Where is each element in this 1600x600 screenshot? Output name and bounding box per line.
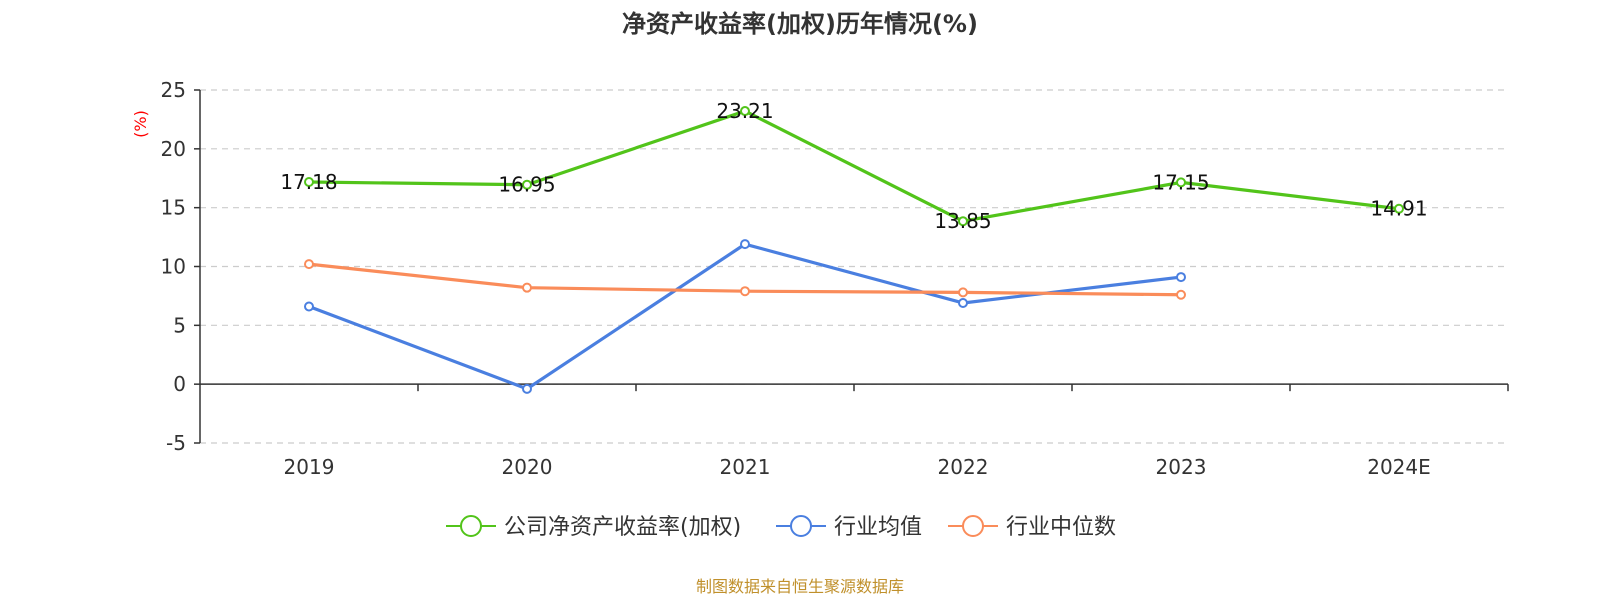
data-source-note: 制图数据来自恒生聚源数据库 bbox=[696, 577, 904, 596]
data-point[interactable] bbox=[1176, 289, 1186, 300]
data-label: 14.91 bbox=[1370, 197, 1427, 221]
data-point[interactable] bbox=[1394, 203, 1404, 214]
legend-label: 公司净资产收益率(加权) bbox=[504, 515, 741, 540]
legend[interactable]: 公司净资产收益率(加权) 行业均值 行业中位数 bbox=[446, 515, 1116, 540]
series-line bbox=[308, 242, 1182, 391]
x-tick-label: 2024E bbox=[1367, 455, 1431, 479]
grid-lines bbox=[194, 89, 1508, 444]
data-label: 17.15 bbox=[1152, 170, 1209, 194]
legend-swatch-marker bbox=[790, 515, 812, 537]
data-point[interactable] bbox=[522, 179, 532, 190]
data-label: 13.85 bbox=[934, 209, 991, 233]
y-tick-label: 20 bbox=[161, 137, 186, 161]
series-1 bbox=[304, 239, 1186, 394]
data-point[interactable] bbox=[958, 287, 968, 298]
data-point[interactable] bbox=[304, 259, 314, 270]
y-tick-label: 5 bbox=[173, 313, 186, 337]
data-point[interactable] bbox=[740, 286, 750, 297]
series-line bbox=[308, 109, 1400, 223]
data-point[interactable] bbox=[304, 301, 314, 312]
series-2 bbox=[304, 259, 1186, 300]
data-point[interactable] bbox=[522, 282, 532, 293]
legend-item[interactable]: 行业中位数 bbox=[948, 515, 1116, 540]
y-tick-label: -5 bbox=[166, 431, 186, 455]
data-point[interactable] bbox=[304, 177, 314, 188]
data-point[interactable] bbox=[1176, 272, 1186, 283]
data-label: 16.95 bbox=[498, 173, 555, 197]
data-point[interactable] bbox=[740, 239, 750, 250]
y-tick-label: 25 bbox=[161, 78, 186, 102]
legend-swatch-marker bbox=[460, 515, 482, 537]
chart-title: 净资产收益率(加权)历年情况(%) bbox=[622, 10, 978, 38]
data-point[interactable] bbox=[1176, 177, 1186, 188]
y-tick-labels: 25 20 15 10 5 0 -5 bbox=[161, 78, 186, 455]
axes bbox=[199, 90, 1509, 443]
legend-item[interactable]: 行业均值 bbox=[776, 515, 922, 540]
data-point[interactable] bbox=[740, 106, 750, 117]
series-0: 17.18 16.95 23.21 13.85 17.15 14.91 bbox=[280, 99, 1427, 233]
legend-label: 行业中位数 bbox=[1006, 515, 1116, 540]
legend-item[interactable]: 公司净资产收益率(加权) bbox=[446, 515, 741, 540]
series-group: 17.18 16.95 23.21 13.85 17.15 14.91 bbox=[280, 99, 1428, 394]
x-tick-labels: 2019 2020 2021 2022 2023 2024E bbox=[284, 455, 1431, 479]
data-point[interactable] bbox=[958, 297, 968, 308]
data-point[interactable] bbox=[958, 216, 968, 227]
legend-label: 行业均值 bbox=[834, 515, 922, 540]
y-tick-label: 0 bbox=[173, 372, 186, 396]
y-axis-label: (%) bbox=[131, 110, 150, 138]
y-tick-label: 10 bbox=[161, 255, 186, 279]
x-tick-label: 2023 bbox=[1156, 455, 1207, 479]
x-tick-label: 2019 bbox=[284, 455, 335, 479]
legend-swatch-marker bbox=[962, 515, 984, 537]
x-tick-label: 2020 bbox=[502, 455, 553, 479]
y-tick-label: 15 bbox=[161, 196, 186, 220]
data-label: 17.18 bbox=[280, 170, 337, 194]
data-point[interactable] bbox=[522, 383, 532, 394]
x-tick-label: 2022 bbox=[938, 455, 989, 479]
x-tick-label: 2021 bbox=[720, 455, 771, 479]
data-label: 23.21 bbox=[716, 99, 773, 123]
